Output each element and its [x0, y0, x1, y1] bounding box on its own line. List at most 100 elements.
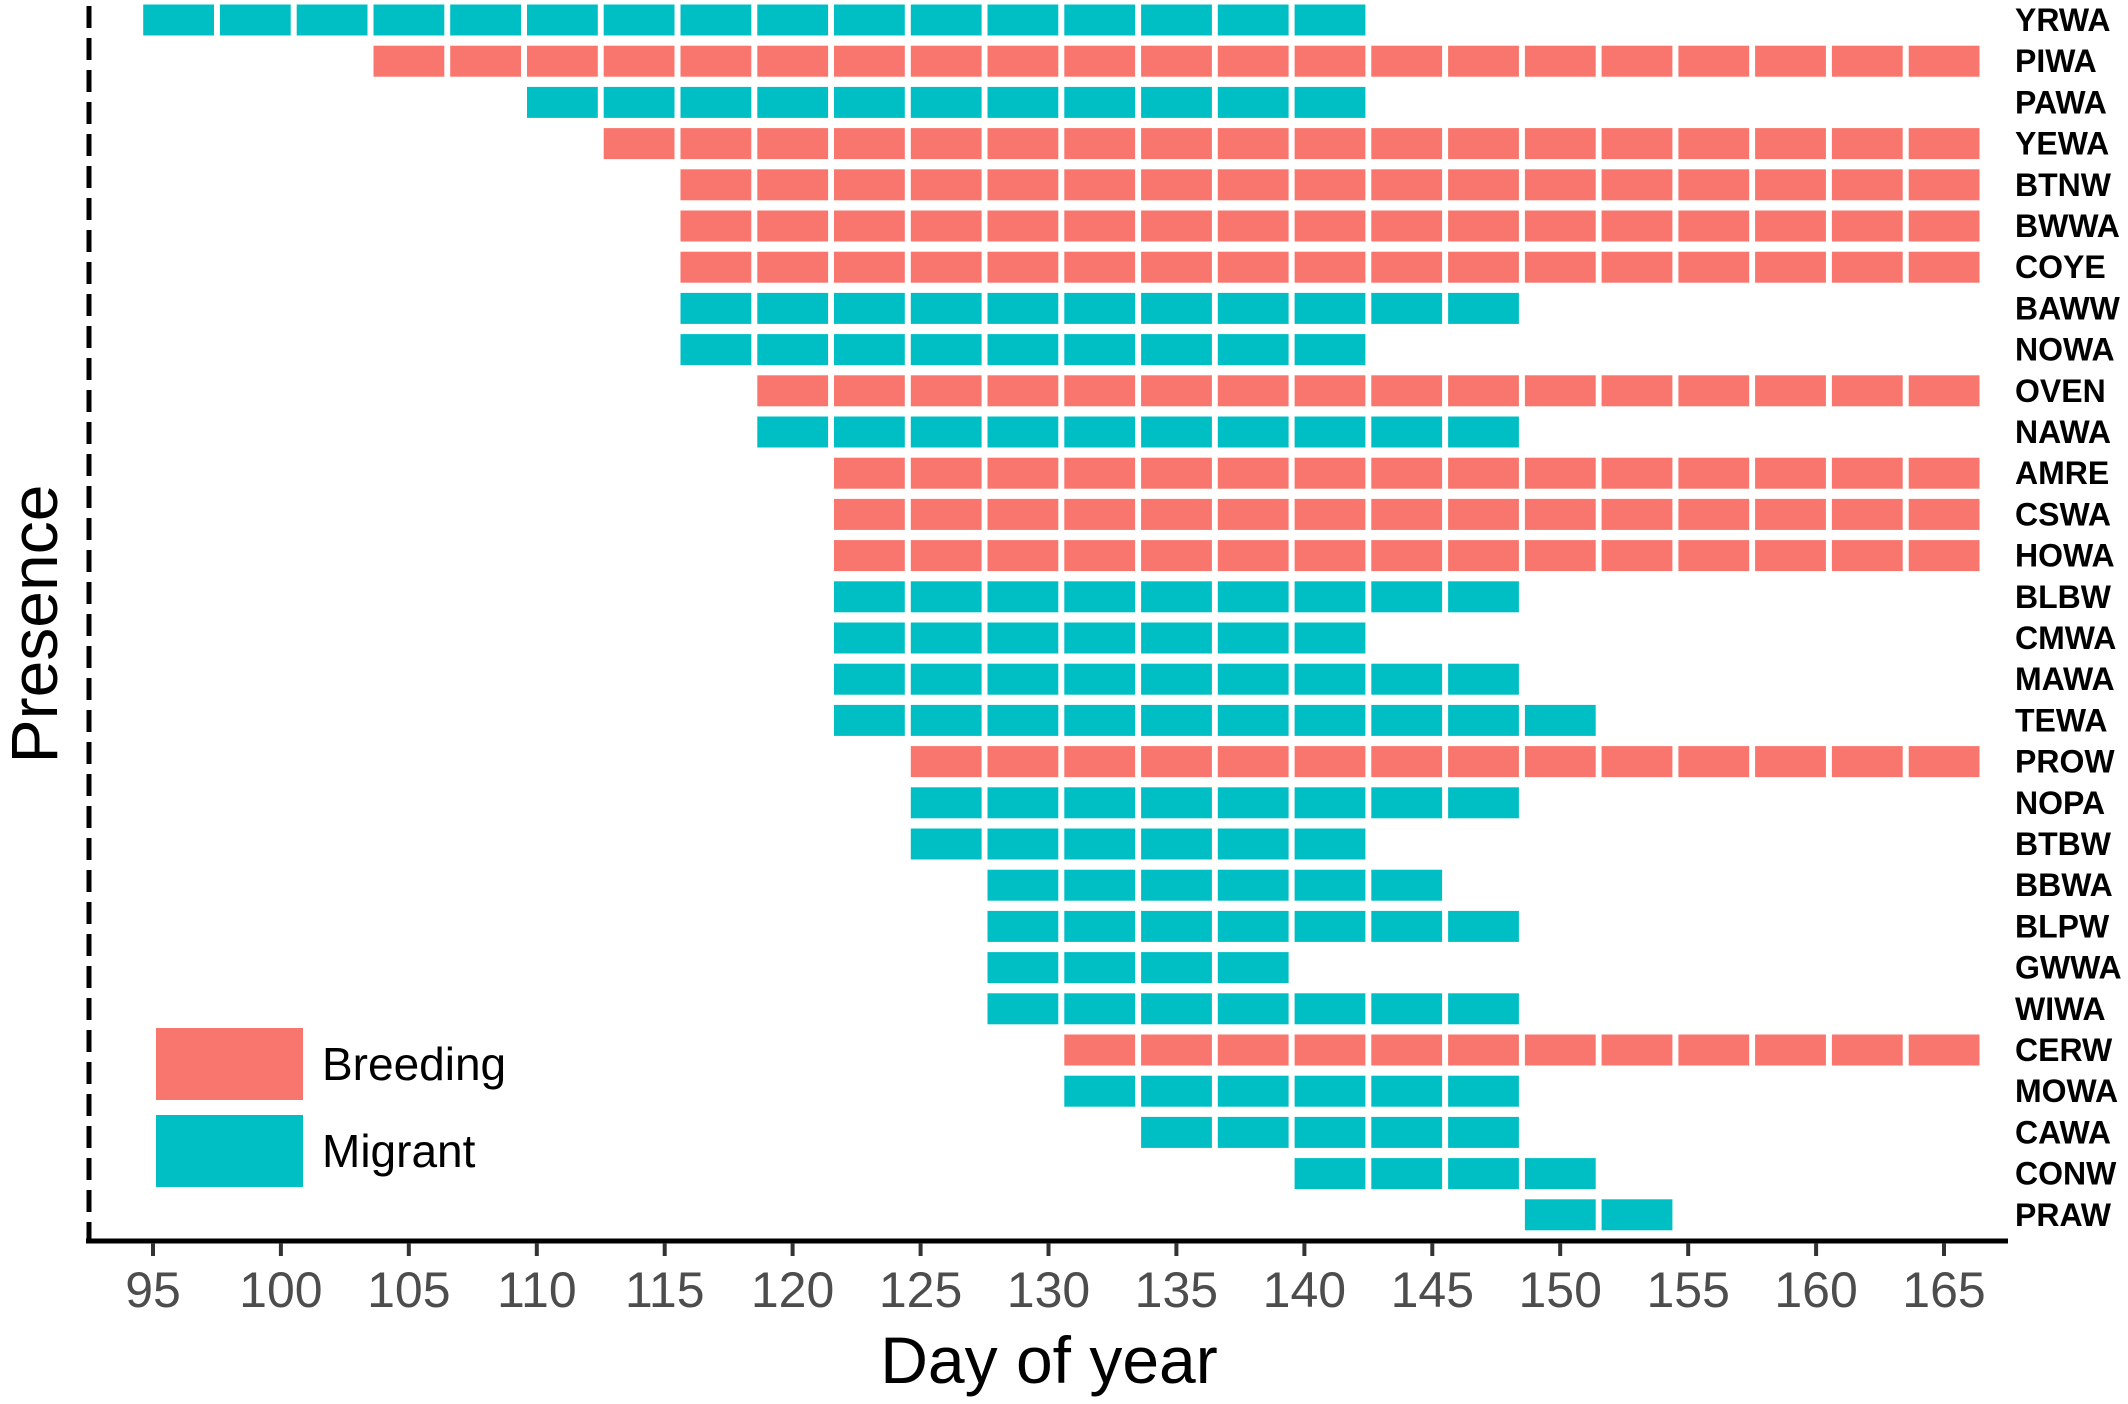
presence-segment-baww-day-140: [1294, 292, 1366, 324]
x-tick-label-125: 125: [879, 1262, 962, 1318]
presence-segment-amre-day-134: [1141, 457, 1212, 489]
presence-segment-cerw-day-143: [1371, 1034, 1443, 1066]
presence-segment-amre-day-122: [834, 457, 905, 489]
presence-segment-howa-day-152: [1601, 540, 1673, 572]
presence-segment-oven-day-152: [1601, 375, 1673, 407]
presence-segment-cawa-day-137: [1217, 1116, 1289, 1148]
presence-segment-btnw-day-149: [1524, 169, 1596, 201]
presence-segment-mawa-day-140: [1294, 663, 1366, 695]
presence-segment-piwa-day-131: [1064, 45, 1136, 77]
presence-segment-prow-day-146: [1448, 746, 1519, 778]
presence-segment-cswa-day-155: [1678, 498, 1750, 530]
presence-segment-yewa-day-137: [1217, 128, 1289, 160]
presence-segment-yewa-day-161: [1831, 128, 1903, 160]
presence-segment-nawa-day-137: [1217, 416, 1289, 448]
species-label-yewa: YEWA: [2015, 126, 2109, 162]
species-label-nawa: NAWA: [2015, 414, 2111, 450]
presence-segment-btbw-day-137: [1217, 828, 1289, 860]
presence-segment-prow-day-137: [1217, 746, 1289, 778]
presence-segment-prow-day-125: [910, 746, 982, 778]
presence-segment-pawa-day-122: [834, 86, 905, 118]
presence-segment-blbw-day-128: [987, 581, 1059, 613]
presence-segment-howa-day-155: [1678, 540, 1750, 572]
presence-segment-baww-day-146: [1448, 292, 1519, 324]
x-tick-label-140: 140: [1263, 1262, 1346, 1318]
presence-segment-piwa-day-116: [680, 45, 752, 77]
presence-segment-yewa-day-155: [1678, 128, 1750, 160]
y-axis-title: Presence: [0, 485, 71, 764]
presence-segment-oven-day-119: [757, 375, 829, 407]
presence-segment-tewa-day-128: [987, 704, 1059, 736]
presence-segment-yewa-day-164: [1908, 128, 1980, 160]
presence-segment-cmwa-day-122: [834, 622, 905, 654]
presence-segment-amre-day-146: [1448, 457, 1519, 489]
presence-segment-cswa-day-161: [1831, 498, 1903, 530]
presence-segment-coye-day-125: [910, 251, 982, 283]
presence-segment-mowa-day-140: [1294, 1075, 1366, 1107]
presence-segment-bwwa-day-158: [1755, 210, 1826, 242]
presence-segment-oven-day-128: [987, 375, 1059, 407]
presence-segment-cswa-day-158: [1755, 498, 1826, 530]
presence-segment-yrwa-day-140: [1294, 4, 1366, 36]
presence-segment-amre-day-152: [1601, 457, 1673, 489]
x-tick-label-160: 160: [1774, 1262, 1857, 1318]
presence-segment-tewa-day-143: [1371, 704, 1443, 736]
presence-segment-oven-day-122: [834, 375, 905, 407]
presence-segment-howa-day-128: [987, 540, 1059, 572]
presence-segment-btnw-day-140: [1294, 169, 1366, 201]
presence-segment-yewa-day-119: [757, 128, 829, 160]
presence-segment-bwwa-day-152: [1601, 210, 1673, 242]
presence-segment-yrwa-day-134: [1141, 4, 1212, 36]
presence-segment-prow-day-155: [1678, 746, 1750, 778]
presence-segment-conw-day-143: [1371, 1158, 1443, 1190]
presence-segment-mawa-day-143: [1371, 663, 1443, 695]
presence-segment-cmwa-day-140: [1294, 622, 1366, 654]
presence-segment-blpw-day-134: [1141, 910, 1212, 942]
presence-segment-cmwa-day-134: [1141, 622, 1212, 654]
presence-segment-amre-day-143: [1371, 457, 1443, 489]
presence-segment-wiwa-day-134: [1141, 993, 1212, 1025]
species-label-nopa: NOPA: [2015, 785, 2105, 821]
presence-segment-nowa-day-134: [1141, 334, 1212, 366]
presence-segment-btbw-day-128: [987, 828, 1059, 860]
presence-segment-blbw-day-137: [1217, 581, 1289, 613]
presence-segment-baww-day-125: [910, 292, 982, 324]
presence-segment-wiwa-day-140: [1294, 993, 1366, 1025]
presence-segment-cswa-day-164: [1908, 498, 1980, 530]
presence-segment-pawa-day-131: [1064, 86, 1136, 118]
presence-segment-nawa-day-146: [1448, 416, 1519, 448]
presence-segment-wiwa-day-146: [1448, 993, 1519, 1025]
presence-segment-cerw-day-137: [1217, 1034, 1289, 1066]
presence-segment-howa-day-158: [1755, 540, 1826, 572]
species-label-conw: CONW: [2015, 1156, 2117, 1192]
presence-segment-blpw-day-131: [1064, 910, 1136, 942]
presence-segment-btnw-day-128: [987, 169, 1059, 201]
presence-segment-bwwa-day-119: [757, 210, 829, 242]
presence-segment-mowa-day-137: [1217, 1075, 1289, 1107]
x-axis-title: Day of year: [880, 1323, 1217, 1397]
presence-segment-tewa-day-125: [910, 704, 982, 736]
presence-segment-prow-day-164: [1908, 746, 1980, 778]
presence-segment-amre-day-164: [1908, 457, 1980, 489]
x-tick-label-135: 135: [1135, 1262, 1218, 1318]
presence-segment-wiwa-day-131: [1064, 993, 1136, 1025]
presence-segment-piwa-day-110: [527, 45, 598, 77]
presence-segment-nopa-day-131: [1064, 787, 1136, 819]
presence-segment-yewa-day-140: [1294, 128, 1366, 160]
species-label-wiwa: WIWA: [2015, 991, 2106, 1027]
presence-segment-bwwa-day-155: [1678, 210, 1750, 242]
presence-segment-btnw-day-155: [1678, 169, 1750, 201]
presence-segment-oven-day-131: [1064, 375, 1136, 407]
x-tick-label-145: 145: [1391, 1262, 1474, 1318]
presence-segment-mowa-day-146: [1448, 1075, 1519, 1107]
presence-segment-cerw-day-146: [1448, 1034, 1519, 1066]
presence-segment-mawa-day-137: [1217, 663, 1289, 695]
presence-segment-bwwa-day-122: [834, 210, 905, 242]
presence-segment-cswa-day-143: [1371, 498, 1443, 530]
presence-segment-amre-day-149: [1524, 457, 1596, 489]
presence-segment-yrwa-day-128: [987, 4, 1059, 36]
presence-segment-btbw-day-134: [1141, 828, 1212, 860]
presence-segment-cerw-day-164: [1908, 1034, 1980, 1066]
species-label-pawa: PAWA: [2015, 84, 2107, 120]
presence-segment-coye-day-128: [987, 251, 1059, 283]
